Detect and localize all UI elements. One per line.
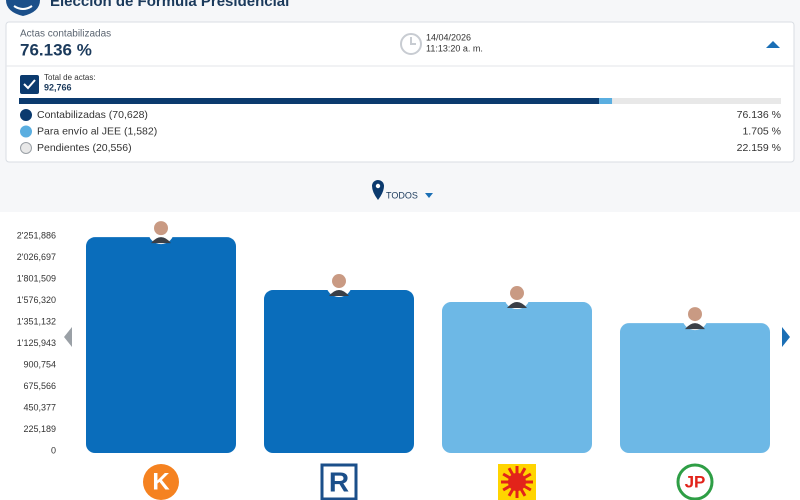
progress-bar: [19, 98, 781, 104]
legend: Contabilizadas (70,628) 76.136 % Para enví…: [20, 109, 781, 154]
actas-label: Actas contabilizadas: [20, 29, 111, 40]
candidate-photo: [326, 271, 352, 298]
party-logo: K: [143, 464, 179, 500]
legend-label: Pendientes (20,556): [37, 142, 132, 154]
page-title: Elección de Fórmula Presidencial: [50, 0, 289, 10]
legend-label: Para envío al JEE (1,582): [37, 125, 157, 137]
logo-shape: [320, 463, 358, 500]
photo-head: [154, 221, 168, 236]
bar: [86, 237, 236, 453]
progress-segment: [612, 98, 781, 104]
filter[interactable]: TODOS: [372, 180, 433, 200]
photo-body: [329, 290, 349, 297]
next-arrow[interactable]: [782, 327, 790, 347]
logo-letter: JP: [685, 472, 706, 491]
prev-arrow[interactable]: [64, 327, 72, 347]
sun-face: [508, 473, 526, 491]
y-tick-label: 675,566: [23, 381, 56, 391]
candidate-photo: [504, 283, 530, 310]
legend-label: Contabilizadas (70,628): [37, 109, 148, 121]
photo-head: [688, 307, 702, 322]
photo-head: [332, 274, 346, 289]
photo-head: [510, 286, 524, 301]
y-tick-label: 1'125,943: [17, 338, 56, 348]
photo-body: [507, 302, 527, 309]
logo-shape: [143, 464, 179, 500]
filter-label[interactable]: TODOS: [386, 190, 418, 200]
legend-swatch: [20, 125, 32, 138]
check-icon: [20, 75, 39, 94]
progress-segment: [19, 98, 600, 104]
date: 14/04/2026: [426, 32, 471, 42]
legend-percent: 76.136 %: [737, 109, 781, 121]
summary-panel: [5, 21, 795, 163]
legend-percent: 1.705 %: [742, 125, 781, 137]
y-tick-label: 0: [51, 445, 56, 455]
y-tick-label: 1'801,509: [17, 273, 56, 283]
party-logo: R: [320, 463, 358, 500]
legend-swatch: [20, 109, 32, 121]
party-logo: [498, 464, 536, 500]
logo-letter: K: [152, 468, 170, 495]
total-value: 92,766: [44, 82, 72, 92]
y-tick-label: 450,377: [23, 402, 56, 412]
clock-icon: [400, 33, 422, 55]
y-tick-label: 2'251,886: [17, 230, 56, 240]
bar: [264, 290, 414, 453]
legend-percent: 22.159 %: [737, 142, 781, 154]
logo-shape: [676, 463, 714, 500]
logo-letter: R: [329, 466, 349, 497]
collapse-button[interactable]: [766, 41, 780, 48]
photo-body: [685, 323, 705, 330]
candidate-photo: [148, 218, 174, 245]
y-tick-label: 225,189: [23, 424, 56, 434]
actas-percent: 76.136 %: [20, 40, 92, 59]
y-tick-label: 1'576,320: [17, 295, 56, 305]
logo: [6, 0, 40, 16]
bar: [442, 302, 592, 453]
party-logo: JP: [676, 463, 714, 500]
y-tick-label: 900,754: [23, 359, 56, 369]
y-tick-label: 2'026,697: [17, 252, 56, 262]
time: 11:13:20 a. m.: [426, 43, 483, 53]
candidate-photo: [682, 304, 708, 331]
bar-chart: 0 225,189 450,377 675,566 900,754 1'125,943 1'…: [17, 218, 770, 500]
progress-segment: [599, 98, 613, 104]
bar: [620, 323, 770, 453]
photo-body: [151, 237, 171, 244]
legend-swatch: [20, 142, 32, 154]
total-label: Total de actas:: [44, 73, 96, 82]
y-tick-label: 1'351,132: [17, 316, 56, 326]
